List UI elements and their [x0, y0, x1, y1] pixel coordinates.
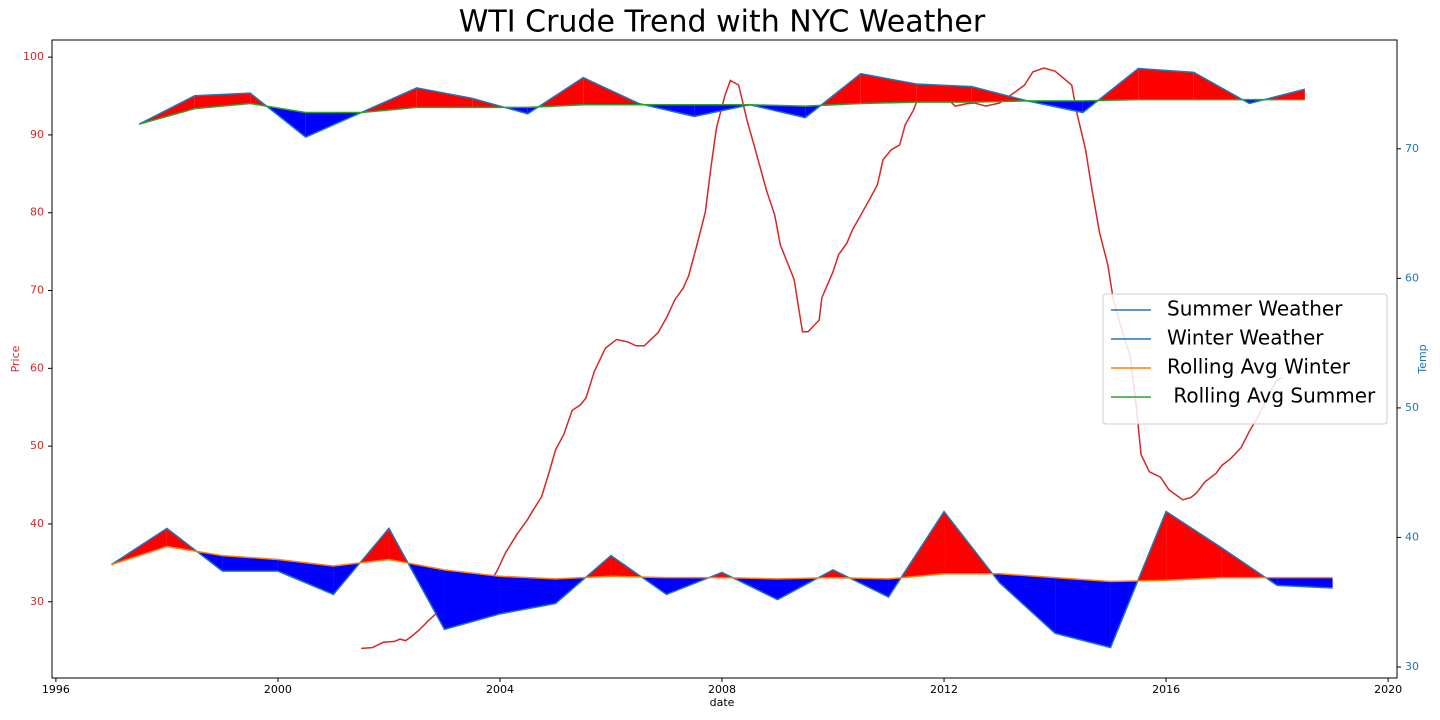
- x-tick-label: 2008: [708, 683, 736, 696]
- x-tick-label: 2020: [1374, 683, 1402, 696]
- legend-label: Summer Weather: [1167, 297, 1343, 321]
- x-tick-label: 1996: [42, 683, 70, 696]
- y-tick-label: 50: [30, 439, 44, 452]
- y2-tick-label: 30: [1405, 660, 1419, 673]
- x-tick-label: 2012: [930, 683, 958, 696]
- series-line: [110, 510, 1333, 649]
- y-axis-label: Price: [9, 345, 22, 372]
- y-tick-label: 90: [30, 128, 44, 141]
- y-tick-label: 60: [30, 361, 44, 374]
- fill-area: [1166, 511, 1222, 581]
- x-tick-label: 2004: [486, 683, 514, 696]
- series-line: [111, 545, 1333, 583]
- fill-area: [277, 559, 334, 595]
- legend-label: Rolling Avg Winter: [1167, 355, 1351, 379]
- y2-tick-label: 70: [1405, 142, 1419, 155]
- y2-tick-label: 60: [1405, 271, 1419, 284]
- fill-area: [1055, 577, 1111, 648]
- y-tick-label: 40: [30, 517, 44, 530]
- y-tick-label: 30: [30, 595, 44, 608]
- y2-tick-label: 50: [1405, 401, 1419, 414]
- series-line: [138, 98, 1305, 125]
- x-axis-label: date: [710, 696, 735, 709]
- fill-area: [860, 73, 917, 104]
- chart-title: WTI Crude Trend with NYC Weather: [459, 5, 986, 40]
- x-tick-label: 2000: [264, 683, 292, 696]
- fill-area: [194, 93, 251, 109]
- legend-box: [1102, 293, 1388, 425]
- fill-area: [916, 84, 972, 103]
- legend-label: Winter Weather: [1167, 326, 1324, 350]
- fill-area: [416, 87, 473, 108]
- fill-area: [1138, 68, 1194, 100]
- x-tick-label: 2016: [1152, 683, 1180, 696]
- plot-frame: [51, 39, 1398, 679]
- y2-tick-label: 40: [1405, 530, 1419, 543]
- fill-area: [444, 569, 500, 630]
- y-tick-label: 70: [30, 284, 44, 297]
- fill-area: [999, 573, 1056, 634]
- legend-label: Rolling Avg Summer: [1167, 384, 1376, 408]
- fill-area: [222, 555, 278, 572]
- y2-axis-label: Temp: [1416, 344, 1429, 374]
- y-tick-label: 100: [23, 50, 44, 63]
- y-tick-label: 80: [30, 206, 44, 219]
- series-line: [138, 67, 1306, 139]
- fill-area: [499, 576, 556, 614]
